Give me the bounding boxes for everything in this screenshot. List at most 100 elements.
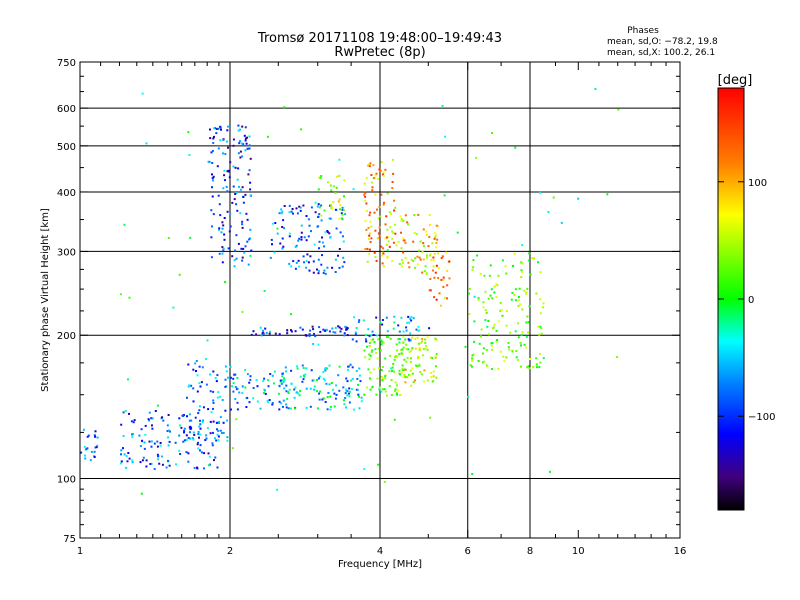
- data-point: [161, 463, 164, 466]
- data-point: [418, 256, 421, 259]
- data-point: [250, 249, 253, 252]
- data-point: [384, 377, 387, 380]
- data-point: [498, 320, 501, 323]
- data-point: [333, 405, 336, 408]
- data-point: [397, 324, 400, 327]
- data-point: [87, 434, 90, 437]
- data-point: [518, 287, 521, 290]
- data-point: [514, 299, 517, 302]
- data-point: [269, 373, 272, 375]
- data-point: [278, 400, 281, 403]
- data-point: [380, 349, 382, 352]
- data-point: [294, 267, 297, 270]
- data-point: [489, 264, 492, 267]
- y-tick-label: 75: [63, 534, 76, 545]
- data-point: [296, 391, 298, 394]
- data-point: [358, 374, 361, 377]
- data-point: [380, 193, 383, 196]
- data-point: [271, 402, 274, 405]
- data-point: [533, 257, 535, 260]
- data-point: [341, 209, 344, 211]
- data-point: [96, 436, 99, 439]
- stats-line-o: mean, sd,O: −78.2, 19.8: [607, 37, 718, 47]
- data-point: [396, 393, 399, 396]
- data-point: [138, 434, 141, 437]
- data-point: [341, 265, 344, 268]
- data-point: [237, 124, 240, 127]
- data-point: [131, 433, 134, 435]
- data-point: [168, 440, 171, 443]
- data-point: [125, 466, 128, 469]
- data-point: [246, 147, 249, 150]
- data-point: [209, 432, 212, 435]
- data-point: [262, 329, 264, 332]
- data-point: [234, 386, 237, 388]
- data-point: [133, 419, 136, 422]
- data-point: [520, 344, 522, 347]
- data-point: [217, 194, 220, 197]
- data-point: [244, 149, 247, 152]
- data-point: [423, 380, 425, 383]
- data-point: [521, 308, 524, 311]
- data-point: [293, 388, 296, 391]
- data-point: [316, 379, 318, 381]
- data-point: [441, 255, 444, 258]
- data-point: [239, 140, 241, 143]
- data-point: [417, 357, 420, 360]
- data-point: [476, 254, 479, 257]
- data-point: [467, 395, 470, 398]
- data-point: [350, 388, 353, 390]
- data-point: [577, 197, 580, 200]
- data-point: [519, 341, 522, 344]
- data-point: [384, 237, 387, 240]
- data-point: [390, 394, 393, 396]
- data-point: [128, 412, 130, 415]
- data-point: [167, 459, 170, 462]
- data-point: [298, 237, 301, 240]
- data-point: [370, 339, 373, 342]
- data-point: [501, 314, 504, 317]
- data-point: [517, 322, 519, 325]
- data-point: [491, 297, 494, 300]
- data-point: [418, 342, 420, 345]
- data-point: [386, 255, 389, 258]
- data-point: [252, 397, 255, 400]
- data-point: [341, 213, 344, 216]
- data-point: [441, 104, 444, 107]
- data-point: [190, 419, 193, 422]
- data-point: [318, 213, 321, 216]
- data-point: [470, 365, 473, 368]
- data-point: [478, 342, 481, 345]
- data-point: [337, 254, 339, 257]
- data-point: [326, 230, 329, 232]
- data-point: [227, 376, 229, 379]
- data-point: [367, 328, 370, 331]
- data-point: [226, 439, 229, 442]
- data-point: [383, 480, 386, 483]
- data-point: [418, 249, 421, 252]
- data-point: [321, 254, 323, 257]
- data-point: [394, 381, 397, 384]
- data-point: [318, 326, 321, 329]
- data-point: [493, 291, 496, 294]
- data-point: [241, 155, 244, 158]
- data-point: [426, 379, 429, 382]
- y-tick-label: 500: [57, 142, 76, 153]
- colorbar-tick-label: −100: [748, 412, 775, 423]
- x-tick-label: 4: [377, 546, 383, 557]
- data-point: [236, 178, 239, 181]
- data-point: [293, 396, 296, 399]
- data-point: [606, 193, 609, 196]
- data-point: [368, 238, 370, 241]
- data-point: [390, 367, 393, 370]
- data-point: [374, 174, 377, 177]
- data-point: [96, 444, 99, 447]
- data-point: [507, 346, 510, 349]
- data-point: [271, 374, 274, 377]
- data-point: [391, 181, 394, 183]
- data-point: [535, 357, 538, 360]
- data-point: [393, 321, 396, 324]
- data-point: [446, 297, 448, 300]
- data-point: [300, 236, 303, 239]
- data-point: [386, 249, 389, 252]
